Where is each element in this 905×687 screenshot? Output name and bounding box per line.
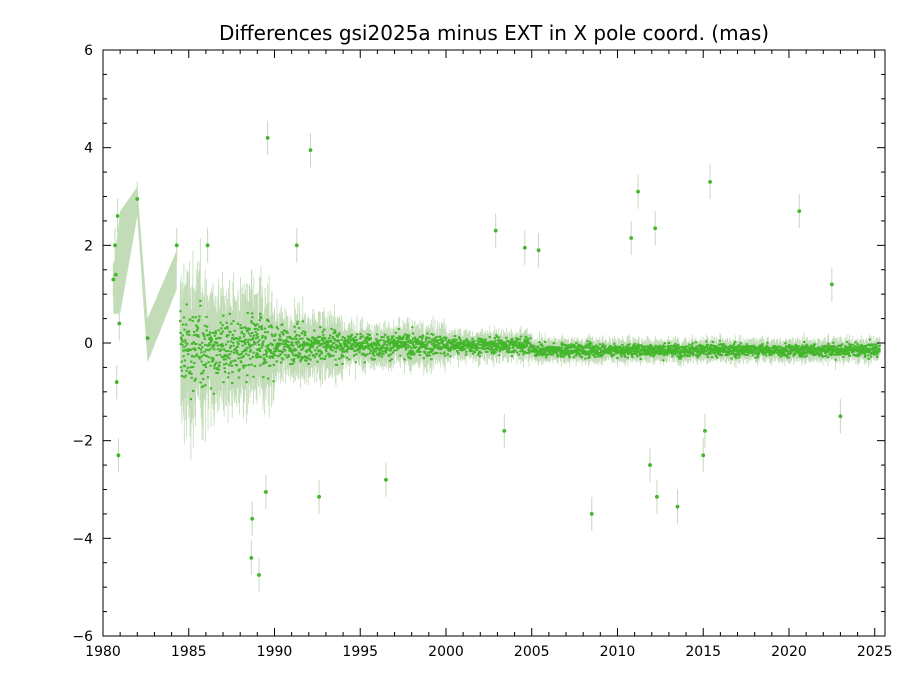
data-point <box>264 490 268 494</box>
x-tick-label: 1995 <box>342 644 378 660</box>
data-point <box>250 516 255 521</box>
data-point <box>145 336 150 341</box>
data-point <box>629 236 634 240</box>
data-point <box>589 512 594 516</box>
x-tick-label: 1990 <box>257 644 293 660</box>
data-point <box>493 228 498 233</box>
x-tick-label: 2025 <box>857 644 893 660</box>
x-tick-label: 1980 <box>85 644 121 660</box>
y-tick-label: −6 <box>72 629 93 645</box>
data-point <box>502 429 507 433</box>
x-tick-label: 2010 <box>600 644 636 660</box>
chart-title: Differences gsi2025a minus EXT in X pole… <box>219 21 769 45</box>
data-point <box>384 477 388 482</box>
data-point <box>703 429 707 433</box>
error-band-layer <box>113 186 177 363</box>
data-point <box>249 555 254 560</box>
x-tick-label: 1985 <box>171 644 207 660</box>
data-point <box>115 214 120 218</box>
x-tick-label: 2005 <box>514 644 550 660</box>
data-point <box>317 494 321 499</box>
data-point <box>797 209 802 214</box>
data-point <box>257 573 261 577</box>
data-point <box>113 272 118 277</box>
data-point <box>675 504 680 509</box>
data-point <box>648 463 652 467</box>
data-point <box>708 179 712 184</box>
data-point <box>653 226 658 231</box>
dense-data-layer <box>179 238 882 461</box>
y-axis: −6 −4 −2 0 2 4 6 <box>72 43 885 645</box>
y-tick-label: −2 <box>72 434 93 450</box>
x-tick-label: 2015 <box>685 644 721 660</box>
data-point <box>113 243 117 248</box>
data-point <box>114 380 119 384</box>
x-tick-label: 2000 <box>428 644 464 660</box>
data-point <box>116 453 121 458</box>
data-point <box>701 453 706 458</box>
y-tick-label: 2 <box>84 238 93 254</box>
y-tick-label: 0 <box>84 336 93 352</box>
data-point <box>265 136 270 140</box>
data-point <box>536 248 541 253</box>
data-point <box>135 197 140 201</box>
x-tick-label: 2020 <box>771 644 807 660</box>
data-point <box>205 243 210 248</box>
data-point <box>636 189 640 194</box>
data-point <box>838 414 843 419</box>
y-tick-label: −4 <box>72 531 93 547</box>
data-point <box>308 148 313 153</box>
data-point <box>294 243 299 248</box>
data-point <box>174 243 179 248</box>
data-point <box>829 282 834 287</box>
data-point <box>117 321 122 326</box>
y-tick-label: 6 <box>84 43 93 59</box>
error-band <box>113 186 177 363</box>
data-point <box>111 277 116 282</box>
y-tick-label: 4 <box>84 141 93 157</box>
data-point <box>522 245 527 250</box>
data-point-layer <box>111 120 843 593</box>
data-point <box>655 494 659 499</box>
x-axis: 1980 1985 1990 1995 2000 2005 2010 2015 2020 2025 <box>85 50 893 660</box>
dense-points <box>179 299 882 401</box>
